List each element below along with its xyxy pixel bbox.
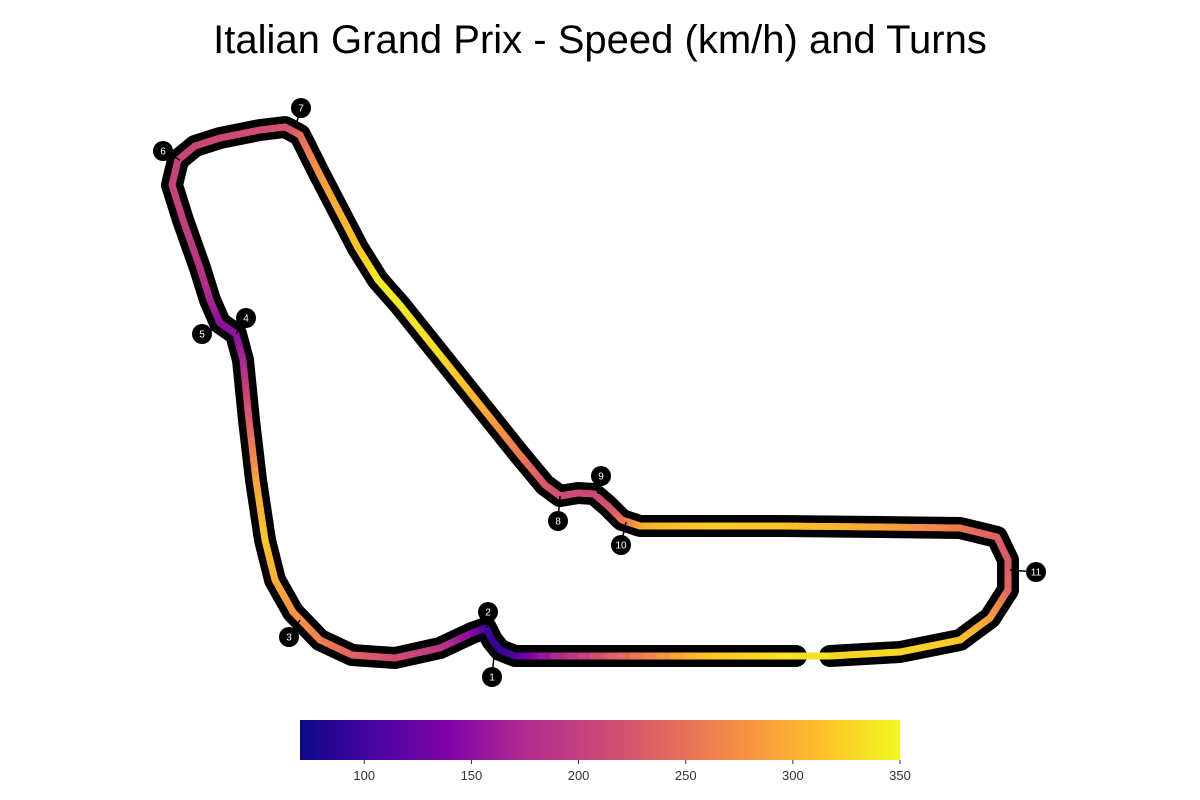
turn-4-label: 4 bbox=[243, 314, 249, 325]
turn-7-label: 7 bbox=[298, 104, 304, 115]
turn-8-marker bbox=[548, 511, 568, 531]
turn-9-marker bbox=[591, 466, 611, 486]
track-outline-path bbox=[161, 116, 1019, 669]
colorbar-tick-label: 200 bbox=[568, 768, 590, 783]
speed-colorbar: 100 150 200 250 300 350 bbox=[300, 720, 911, 783]
track-speed-line bbox=[168, 123, 1012, 662]
turn-3-marker bbox=[279, 627, 299, 647]
turn-10-label: 10 bbox=[615, 541, 627, 552]
turn-5-label: 5 bbox=[199, 330, 205, 341]
colorbar-tick-label: 150 bbox=[461, 768, 483, 783]
turn-6-label: 6 bbox=[160, 147, 166, 158]
turn-4-marker bbox=[236, 308, 256, 328]
turn-1-marker bbox=[482, 667, 502, 687]
turn-2-marker bbox=[478, 602, 498, 622]
turn-2-label: 2 bbox=[485, 608, 491, 619]
colorbar-tick-label: 250 bbox=[675, 768, 697, 783]
turn-10-marker bbox=[611, 535, 631, 555]
colorbar-gradient bbox=[300, 720, 900, 760]
track-outline bbox=[161, 116, 1019, 669]
chart-title: Italian Grand Prix - Speed (km/h) and Tu… bbox=[213, 18, 987, 62]
turn-3-label: 3 bbox=[286, 633, 292, 644]
turn-11-marker bbox=[1026, 562, 1046, 582]
turn-7-marker bbox=[291, 98, 311, 118]
turn-1-label: 1 bbox=[489, 673, 495, 684]
colorbar-tick-label: 100 bbox=[353, 768, 375, 783]
turn-9-label: 9 bbox=[598, 472, 604, 483]
turn-11-label: 11 bbox=[1031, 568, 1042, 579]
turn-5-marker bbox=[192, 324, 212, 344]
turn-8-label: 8 bbox=[555, 517, 561, 528]
colorbar-tick-label: 350 bbox=[889, 768, 911, 783]
colorbar-tick-label: 300 bbox=[782, 768, 804, 783]
turn-6-marker bbox=[153, 141, 173, 161]
turn-markers: 1 2 3 4 5 6 7 8 9 10 11 bbox=[153, 98, 1046, 687]
